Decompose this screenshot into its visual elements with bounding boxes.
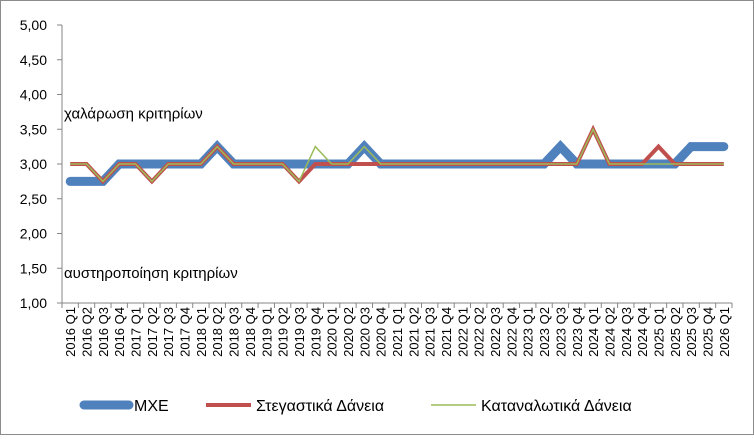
x-tick-label: 2022 Q4 [504, 307, 519, 357]
legend-label-2: Στεγαστικά Δάνεια [256, 398, 384, 415]
y-tick-label: 1,00 [20, 295, 47, 311]
annotations: χαλάρωση κριτηρίων αυστηροποίηση κριτηρίω… [64, 105, 238, 282]
x-tick-label: 2025 Q4 [700, 307, 715, 357]
y-tick-label: 4,50 [20, 52, 47, 68]
x-tick-label: 2022 Q3 [488, 307, 503, 357]
legend: ΜΧΕ Στεγαστικά Δάνεια Καταναλωτικά Δάνεια [79, 398, 632, 415]
x-tick-label: 2023 Q4 [570, 307, 585, 357]
x-tick-label: 2018 Q4 [243, 307, 258, 357]
y-tick-label: 3,50 [20, 121, 47, 137]
annotation-label: αυστηροποίηση κριτηρίων [64, 265, 238, 282]
axes [57, 24, 733, 308]
x-tick-label: 2020 Q4 [374, 307, 389, 357]
y-tick-label: 3,00 [20, 156, 47, 172]
x-tick-label: 2016 Q4 [112, 307, 127, 357]
series-lines [65, 124, 729, 186]
x-tick-label: 2024 Q2 [602, 307, 617, 357]
x-tick-label: 2017 Q1 [129, 307, 144, 357]
x-tick-label: 2019 Q2 [276, 307, 291, 357]
x-tick-label: 2024 Q1 [586, 307, 601, 357]
y-tick-label: 1,50 [20, 260, 47, 276]
y-tick-label: 2,50 [20, 191, 47, 207]
x-tick-label: 2017 Q3 [161, 307, 176, 357]
y-tick-labels: 1,00 1,50 2,00 2,50 3,00 3,50 4,00 4,50 5,00 [20, 17, 47, 311]
x-tick-label: 2023 Q3 [553, 307, 568, 357]
x-tick-label: 2019 Q1 [259, 307, 274, 357]
legend-label-1: ΜΧΕ [134, 398, 169, 415]
x-tick-label: 2018 Q2 [210, 307, 225, 357]
series-line-3 [70, 127, 724, 183]
x-tick-label: 2025 Q3 [684, 307, 699, 357]
x-tick-label: 2016 Q2 [80, 307, 95, 357]
x-tick-label: 2016 Q1 [63, 307, 78, 357]
y-tick-label: 4,00 [20, 87, 47, 103]
x-tick-label: 2024 Q3 [619, 307, 634, 357]
x-tick-label: 2019 Q3 [292, 307, 307, 357]
x-tick-label: 2018 Q1 [194, 307, 209, 357]
x-tick-label: 2025 Q1 [651, 307, 666, 357]
y-tick-label: 5,00 [20, 17, 47, 33]
x-tick-label: 2021 Q4 [439, 307, 454, 357]
x-tick-label: 2020 Q1 [325, 307, 340, 357]
x-tick-label: 2017 Q4 [178, 307, 193, 357]
annotation-label: χαλάρωση κριτηρίων [64, 105, 203, 122]
x-tick-label: 2017 Q2 [145, 307, 160, 357]
x-tick-label: 2026 Q1 [717, 307, 732, 357]
x-tick-label: 2021 Q1 [390, 307, 405, 357]
x-tick-label: 2020 Q2 [341, 307, 356, 357]
x-tick-label: 2023 Q2 [537, 307, 552, 357]
x-tick-label: 2020 Q3 [357, 307, 372, 357]
x-tick-label: 2022 Q2 [472, 307, 487, 357]
x-tick-label: 2025 Q2 [668, 307, 683, 357]
x-tick-labels: 2016 Q1 2016 Q2 2016 Q3 2016 Q4 2017 Q1 2017 … [63, 307, 732, 357]
x-tick-label: 2018 Q3 [227, 307, 242, 357]
x-tick-label: 2022 Q1 [455, 307, 470, 357]
x-tick-label: 2021 Q2 [406, 307, 421, 357]
x-tick-label: 2024 Q4 [635, 307, 650, 357]
x-tick-label: 2023 Q1 [521, 307, 536, 357]
x-tick-label: 2019 Q4 [308, 307, 323, 357]
x-tick-label: 2021 Q3 [423, 307, 438, 357]
x-tick-label: 2016 Q3 [96, 307, 111, 357]
legend-label-3: Καταναλωτικά Δάνεια [481, 398, 632, 415]
y-tick-label: 2,00 [20, 226, 47, 242]
series-line-2 [70, 124, 724, 185]
